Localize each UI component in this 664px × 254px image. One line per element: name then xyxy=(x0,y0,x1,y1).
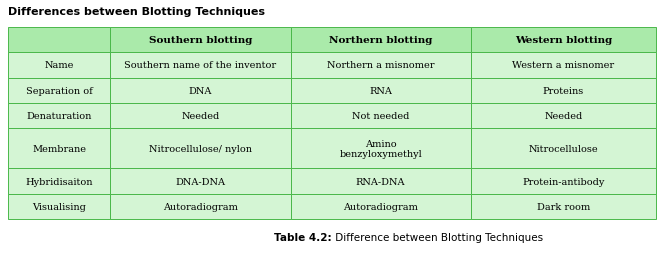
Text: Table 4.2:: Table 4.2: xyxy=(274,232,332,242)
Text: Amino
benzyloxymethyl: Amino benzyloxymethyl xyxy=(339,139,422,158)
Bar xyxy=(471,28,656,53)
Bar xyxy=(110,103,291,129)
Bar xyxy=(291,53,471,78)
Bar xyxy=(471,129,656,169)
Bar xyxy=(8,53,110,78)
Text: RNA-DNA: RNA-DNA xyxy=(356,177,405,186)
Text: Differences between Blotting Techniques: Differences between Blotting Techniques xyxy=(8,7,265,17)
Text: Membrane: Membrane xyxy=(32,144,86,153)
Bar xyxy=(291,78,471,103)
Text: Visualising: Visualising xyxy=(33,202,86,211)
Bar xyxy=(471,194,656,219)
Bar xyxy=(8,103,110,129)
Bar xyxy=(110,78,291,103)
Bar xyxy=(291,194,471,219)
Bar xyxy=(471,53,656,78)
Bar xyxy=(8,169,110,194)
Text: DNA-DNA: DNA-DNA xyxy=(175,177,226,186)
Bar xyxy=(291,103,471,129)
Bar xyxy=(471,103,656,129)
Bar xyxy=(110,129,291,169)
Text: Needed: Needed xyxy=(544,112,582,120)
Bar xyxy=(291,129,471,169)
Text: Western a misnomer: Western a misnomer xyxy=(512,61,614,70)
Bar xyxy=(8,194,110,219)
Text: Dark room: Dark room xyxy=(537,202,590,211)
Bar xyxy=(291,28,471,53)
Text: Hybridisaiton: Hybridisaiton xyxy=(25,177,93,186)
Bar xyxy=(8,129,110,169)
Text: Protein-antibody: Protein-antibody xyxy=(522,177,604,186)
Text: Autoradiogram: Autoradiogram xyxy=(163,202,238,211)
Text: Difference between Blotting Techniques: Difference between Blotting Techniques xyxy=(332,232,543,242)
Text: Northern a misnomer: Northern a misnomer xyxy=(327,61,434,70)
Bar xyxy=(8,28,110,53)
Bar xyxy=(471,169,656,194)
Text: Northern blotting: Northern blotting xyxy=(329,36,432,45)
Text: Not needed: Not needed xyxy=(352,112,409,120)
Bar xyxy=(110,194,291,219)
Text: Southern blotting: Southern blotting xyxy=(149,36,252,45)
Text: DNA: DNA xyxy=(189,86,212,95)
Text: Proteins: Proteins xyxy=(542,86,584,95)
Text: Autoradiogram: Autoradiogram xyxy=(343,202,418,211)
Text: Separation of: Separation of xyxy=(26,86,92,95)
Bar xyxy=(291,169,471,194)
Text: Name: Name xyxy=(44,61,74,70)
Text: Southern name of the inventor: Southern name of the inventor xyxy=(124,61,276,70)
Bar xyxy=(110,53,291,78)
Bar xyxy=(8,78,110,103)
Text: Nitrocellulose: Nitrocellulose xyxy=(529,144,598,153)
Text: Denaturation: Denaturation xyxy=(27,112,92,120)
Text: Western blotting: Western blotting xyxy=(515,36,612,45)
Bar xyxy=(471,78,656,103)
Text: Needed: Needed xyxy=(181,112,220,120)
Bar xyxy=(110,28,291,53)
Text: RNA: RNA xyxy=(369,86,392,95)
Bar xyxy=(110,169,291,194)
Text: Nitrocellulose/ nylon: Nitrocellulose/ nylon xyxy=(149,144,252,153)
